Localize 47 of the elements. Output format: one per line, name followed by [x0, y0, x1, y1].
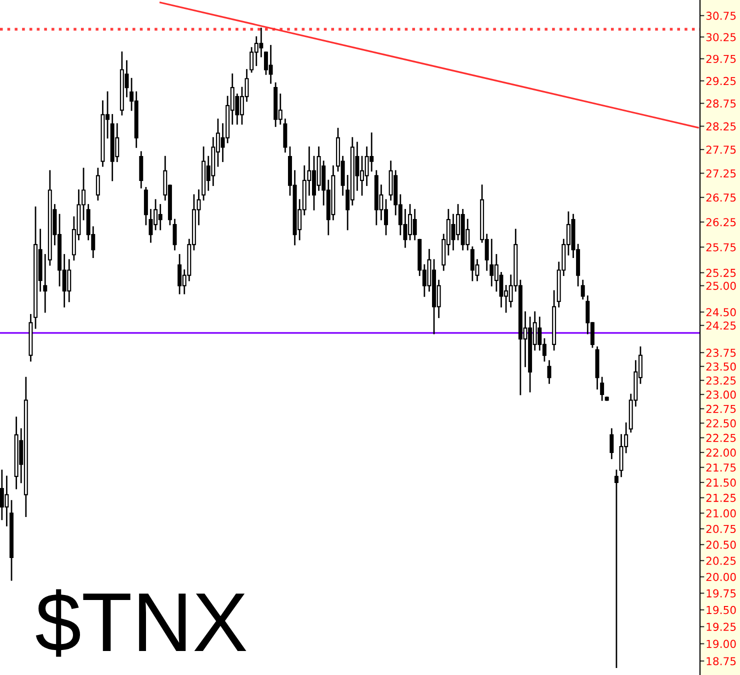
y-tick-label: 19.75	[706, 589, 736, 598]
candlestick	[614, 470, 618, 668]
y-tick-label: 30.25	[706, 33, 736, 42]
candlestick	[172, 218, 177, 250]
y-tick-label: 20.25	[706, 556, 736, 565]
y-tick-label: 26.25	[706, 218, 736, 226]
y-tick-label: 22.00	[706, 448, 736, 457]
y-tick-label: 28.75	[706, 99, 736, 108]
candlestick	[43, 254, 48, 313]
y-tick-label: 19.00	[706, 640, 736, 648]
y-tick-label: 21.50	[706, 478, 736, 487]
y-tick-label: 22.50	[706, 419, 736, 428]
candlestick	[283, 118, 288, 153]
candlestick	[96, 168, 100, 201]
y-tick-label: 23.25	[706, 376, 736, 385]
y-tick-label: 22.75	[706, 404, 736, 413]
y-tick-label: 27.75	[706, 146, 736, 154]
y-tick-label: 21.25	[706, 494, 736, 502]
y-tick-label: 23.50	[706, 362, 736, 371]
y-tick-label: 26.75	[706, 193, 736, 202]
candlestick	[580, 280, 585, 300]
candlestick	[547, 360, 552, 384]
y-tick-label: 18.75	[706, 657, 736, 666]
y-tick-label: 21.00	[706, 509, 736, 518]
candlestick	[139, 151, 144, 188]
y-tick-label: 25.25	[706, 268, 736, 277]
candlestick	[600, 376, 604, 401]
y-tick-label: 25.75	[706, 243, 736, 252]
y-tick-label: 29.75	[706, 54, 736, 64]
y-tick-label: 24.25	[706, 322, 736, 330]
y-tick-label: 25.00	[706, 282, 736, 290]
y-tick-label: 23.00	[706, 390, 736, 399]
y-tick-label: 19.25	[706, 622, 736, 631]
y-tick-label: 19.50	[706, 606, 736, 614]
y-tick-label: 20.00	[706, 572, 736, 582]
y-tick-label: 20.75	[706, 524, 736, 534]
y-tick-label: 20.50	[706, 540, 736, 549]
y-tick-label: 22.25	[706, 434, 736, 442]
y-tick-label: 27.25	[706, 169, 736, 178]
y-tick-label: 24.50	[706, 308, 736, 316]
y-tick-label: 30.75	[706, 12, 736, 20]
annotation: $TNX	[36, 589, 246, 657]
y-tick-label: 23.75	[706, 348, 736, 357]
y-tick-label: 21.75	[706, 463, 736, 472]
y-tick-label: 29.25	[706, 76, 736, 86]
candlestick	[610, 428, 614, 460]
y-tick-label: 28.25	[706, 122, 736, 131]
